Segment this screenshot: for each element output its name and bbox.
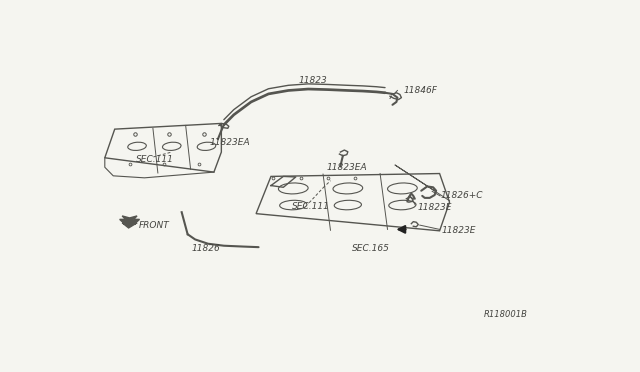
Text: R118001B: R118001B	[484, 310, 528, 319]
Text: 11823EA: 11823EA	[327, 163, 367, 172]
Text: 11846F: 11846F	[403, 86, 437, 95]
Text: SEC.111: SEC.111	[292, 202, 330, 211]
Text: 11826+C: 11826+C	[440, 191, 483, 201]
Text: 11823E: 11823E	[441, 226, 476, 235]
Text: 11826: 11826	[191, 244, 220, 253]
Text: SEC.165: SEC.165	[352, 244, 390, 253]
Text: 11823: 11823	[298, 76, 327, 85]
Text: SEC.111: SEC.111	[136, 155, 173, 164]
Text: FRONT: FRONT	[138, 221, 169, 230]
Polygon shape	[120, 216, 140, 228]
Text: 11823EA: 11823EA	[210, 138, 251, 147]
Text: 11823E: 11823E	[417, 203, 452, 212]
